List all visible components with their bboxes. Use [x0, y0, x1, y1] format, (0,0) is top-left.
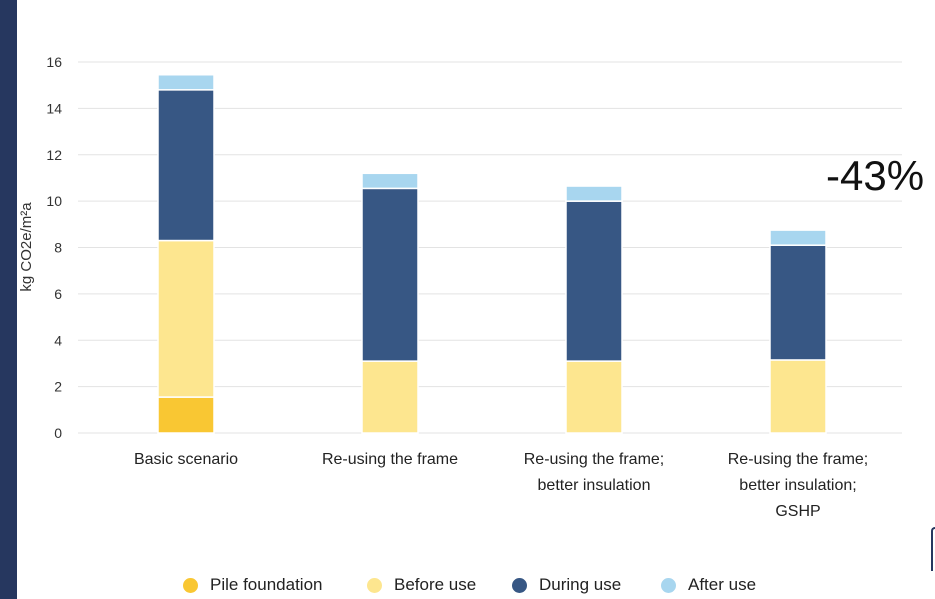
legend-swatch-before-use [367, 577, 382, 593]
bar-segment-after-use [565, 185, 623, 202]
x-tick-label: Re-using the frame [322, 451, 458, 468]
y-tick-label: 10 [46, 193, 62, 209]
bar-segment-during-use [769, 244, 827, 361]
bar-segment-after-use [157, 74, 215, 91]
y-axis-label: kg CO2e/m²a [18, 202, 35, 292]
legend-item-pile-foundation: Pile foundation [183, 575, 322, 595]
x-tick-label: Basic scenario [134, 451, 238, 468]
legend-swatch-pile-foundation [183, 577, 198, 593]
legend-label: After use [688, 575, 757, 594]
y-tick-label: 16 [46, 54, 62, 70]
bar-segment-before-use [769, 359, 827, 434]
x-tick-label: GSHP [775, 503, 820, 520]
stacked-bar-chart: 0 2 4 6 8 10 12 14 16 kg CO2e/m²a Basic scenario Re… [18, 54, 902, 520]
legend-swatch-after-use [661, 577, 676, 593]
panel-edge-mark [931, 527, 935, 571]
bar-segment-during-use [157, 89, 215, 242]
legend-item-after-use: After use [661, 575, 756, 595]
legend-label: During use [539, 575, 622, 594]
y-tick-label: 0 [54, 425, 62, 441]
bar-segment-before-use [157, 239, 215, 398]
bar-segment-after-use [769, 229, 827, 246]
y-tick-label: 6 [54, 286, 62, 302]
bar-segment-before-use [361, 360, 419, 434]
bar-segment-after-use [361, 172, 419, 190]
x-tick-label: better insulation [538, 477, 651, 494]
legend-item-before-use: Before use [367, 575, 476, 595]
chart-legend: Pile foundation Before use During use Af… [0, 575, 935, 599]
bar-segment-during-use [565, 200, 623, 362]
legend-item-during-use: During use [512, 575, 621, 595]
y-tick-label: 12 [46, 147, 62, 163]
y-tick-label: 8 [54, 240, 62, 256]
x-tick-label: better insulation; [739, 477, 856, 494]
bar-segment-pile-foundation [157, 396, 215, 434]
bar-segment-during-use [361, 187, 419, 362]
reduction-annotation: -43% [826, 152, 925, 199]
y-tick-label: 14 [46, 100, 62, 116]
y-tick-label: 4 [54, 332, 62, 348]
legend-label: Before use [394, 575, 477, 594]
legend-label: Pile foundation [210, 575, 323, 594]
left-frame-strip [0, 0, 17, 599]
x-tick-label: Re-using the frame; [728, 451, 869, 468]
y-tick-label: 2 [54, 379, 62, 395]
bar-segment-before-use [565, 360, 623, 434]
x-tick-label: Re-using the frame; [524, 451, 665, 468]
legend-swatch-during-use [512, 577, 527, 593]
